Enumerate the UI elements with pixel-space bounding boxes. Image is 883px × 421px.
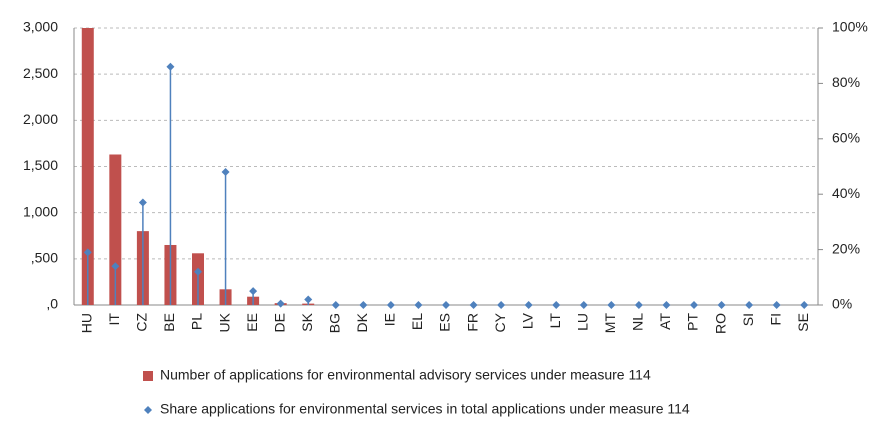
x-tick-label: SE	[795, 313, 811, 332]
bar	[81, 28, 94, 305]
x-tick-label: FI	[767, 313, 783, 325]
x-tick-label: CZ	[134, 313, 150, 332]
x-tick-label: MT	[602, 313, 618, 334]
marker	[276, 299, 285, 308]
marker	[249, 287, 258, 296]
marker	[579, 301, 588, 309]
x-tick-label: IT	[106, 313, 122, 326]
y2-tick-label: 0%	[832, 296, 852, 312]
x-tick-label: ES	[437, 313, 453, 332]
marker	[359, 301, 368, 309]
y-tick-label: ,0	[46, 296, 58, 312]
marker	[304, 295, 313, 304]
bar	[109, 154, 122, 305]
x-tick-label: PL	[189, 313, 205, 330]
x-tick-label: UK	[216, 312, 232, 332]
x-tick-label: FR	[464, 313, 480, 332]
marker	[166, 62, 175, 71]
legend-label: Number of applications for environmental…	[160, 367, 651, 383]
marker	[772, 301, 781, 309]
marker	[194, 267, 202, 276]
x-tick-label: PT	[685, 313, 701, 331]
x-tick-label: CY	[492, 312, 508, 332]
y-tick-label: 1,000	[23, 203, 58, 219]
marker	[469, 301, 478, 309]
y2-tick-label: 20%	[832, 240, 860, 256]
y-tick-label: ,500	[31, 250, 58, 266]
legend-marker	[144, 406, 152, 414]
y2-tick-label: 80%	[832, 74, 860, 90]
marker	[552, 301, 561, 309]
x-tick-label: EE	[244, 313, 260, 332]
marker	[83, 248, 92, 257]
x-tick-label: LT	[547, 313, 563, 329]
x-tick-label: BE	[161, 313, 177, 332]
x-tick-label: LV	[519, 312, 535, 329]
marker	[745, 301, 754, 309]
x-tick-label: HU	[78, 313, 94, 333]
legend-label: Share applications for environmental ser…	[160, 401, 690, 417]
y-tick-label: 3,000	[23, 19, 58, 35]
marker	[524, 301, 533, 309]
x-tick-label: SI	[740, 313, 756, 326]
y-tick-label: 2,500	[23, 65, 58, 81]
marker	[662, 301, 671, 309]
marker	[386, 301, 395, 309]
x-tick-label: LU	[574, 313, 590, 331]
marker	[497, 301, 506, 309]
y-tick-label: 2,000	[23, 111, 58, 127]
legend-marker	[143, 371, 153, 381]
x-tick-label: DE	[271, 313, 287, 332]
y-tick-label: 1,500	[23, 157, 58, 173]
marker	[414, 301, 423, 309]
marker	[331, 301, 340, 309]
marker	[442, 301, 450, 309]
x-tick-label: SK	[299, 312, 315, 331]
x-tick-label: AT	[657, 313, 673, 330]
x-tick-label: IE	[382, 313, 398, 326]
y2-tick-label: 40%	[832, 185, 860, 201]
marker	[690, 301, 698, 309]
marker	[111, 262, 120, 271]
x-tick-label: BG	[326, 313, 342, 333]
marker	[607, 301, 616, 309]
marker	[717, 301, 726, 309]
marker	[138, 198, 147, 207]
marker	[634, 301, 643, 309]
x-tick-label: EL	[409, 313, 425, 330]
marker	[221, 168, 230, 177]
y2-tick-label: 100%	[832, 19, 868, 35]
marker	[800, 301, 809, 309]
x-tick-label: DK	[354, 312, 370, 332]
x-tick-label: RO	[712, 313, 728, 334]
y2-tick-label: 60%	[832, 130, 860, 146]
x-tick-label: NL	[630, 313, 646, 331]
